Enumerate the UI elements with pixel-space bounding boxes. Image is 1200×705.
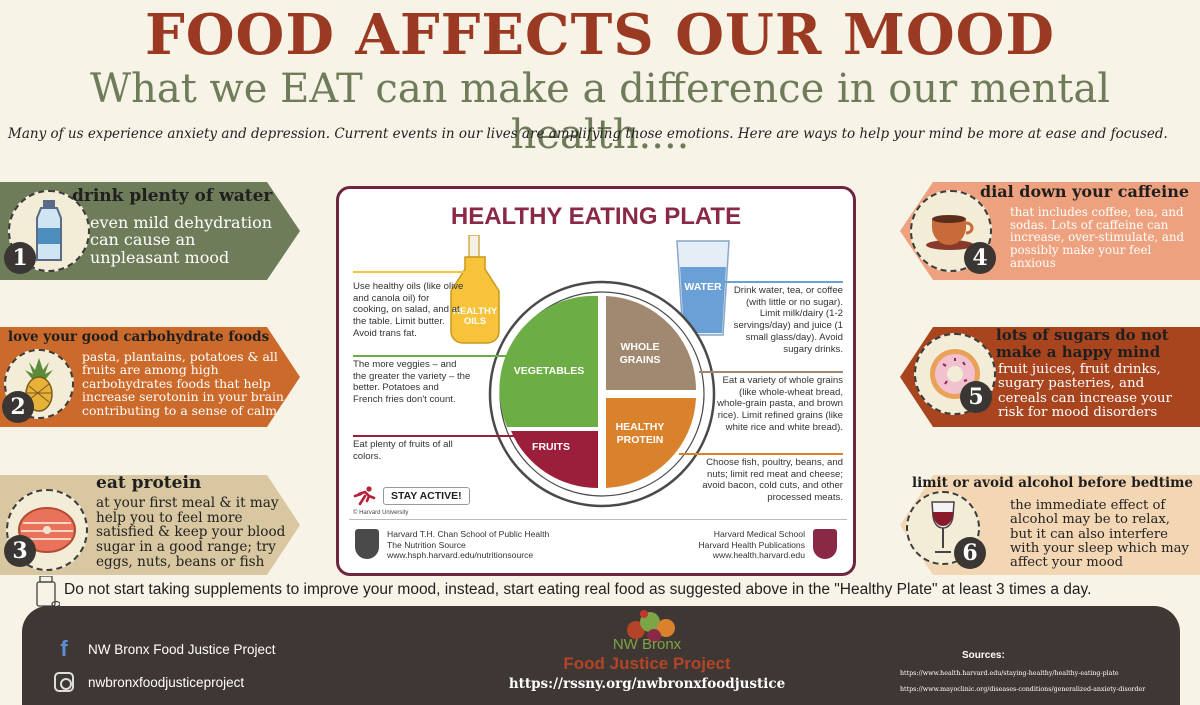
tip-body: at your first meal & it may help you to …: [96, 495, 286, 570]
runner-icon: [353, 486, 376, 506]
harvard-medical-shield-icon: [813, 529, 837, 559]
tip-carbohydrates: 2 love your good carbohydrate foods past…: [0, 327, 300, 427]
instagram-link[interactable]: nwbronxfoodjusticeproject: [54, 672, 244, 692]
facebook-icon: f: [60, 636, 68, 661]
tip-sugars: 5 lots of sugars do not make a happy min…: [900, 326, 1200, 427]
sources-title: Sources:: [962, 650, 1005, 661]
plate-footer-divider: [349, 519, 847, 520]
tip-body: fruit juices, fruit drinks, sugary paste…: [998, 362, 1172, 421]
oils-guidance: Use healthy oils (like olive and canola …: [353, 281, 464, 339]
vegetables-label: VEGETABLES: [513, 365, 585, 377]
plate-whole-grains: [606, 296, 696, 390]
tip-heading: drink plenty of water: [72, 186, 273, 206]
grains-line: [699, 371, 843, 373]
copyright: © Harvard University: [353, 510, 409, 516]
facebook-link[interactable]: f NW Bronx Food Justice Project: [54, 636, 276, 662]
tip-heading: love your good carbohydrate foods: [8, 329, 270, 345]
veggies-line: [353, 355, 513, 357]
tip-alcohol: 6 limit or avoid alcohol before bedtime …: [900, 475, 1200, 575]
protein-guidance: Choose fish, poultry, beans, and nuts; l…: [702, 457, 843, 504]
org-url-link[interactable]: https://rssny.org/nwbronxfoodjustice: [508, 676, 786, 692]
tip-heading: dial down your caffeine: [980, 182, 1190, 201]
tip-body: pasta, plantains, potatoes & all fruits …: [82, 349, 284, 418]
veggies-guidance: The more veggies – and the greater the v…: [353, 359, 471, 406]
instagram-label: nwbronxfoodjusticeproject: [88, 674, 245, 690]
water-guidance: Drink water, tea, or coffee (with little…: [733, 285, 843, 355]
instagram-icon: [54, 672, 74, 692]
plate-healthy-protein: [606, 398, 696, 488]
healthy-eating-plate: HEALTHY EATING PLATE HEALTHY OILS WATER …: [336, 186, 856, 576]
plate-vegetables: [499, 295, 598, 427]
tip-number: 6: [954, 537, 986, 569]
oils-label: HEALTHY OILS: [453, 306, 498, 328]
supplement-note: Do not start taking supplements to impro…: [64, 581, 1092, 598]
plate-circle: [488, 280, 716, 508]
org-name: NW Bronx: [612, 636, 682, 653]
page-subtitle: What we EAT can make a difference in our…: [90, 66, 1110, 158]
tip-water: 1 drink plenty of water even mild dehydr…: [0, 182, 300, 280]
fruits-guidance: Eat plenty of fruits of all colors.: [353, 439, 453, 462]
hsph-line: The Nutrition Source: [387, 539, 466, 550]
footer: f NW Bronx Food Justice Project nwbronxf…: [22, 606, 1180, 705]
water-line: [709, 281, 843, 283]
hsph-credit: Harvard T.H. Chan School of Public Healt…: [355, 529, 549, 561]
supplement-bottle-icon: [36, 576, 60, 608]
hms-line: Harvard Health Publications: [698, 539, 805, 550]
water-label: WATER: [684, 281, 722, 293]
tip-number: 4: [964, 242, 996, 274]
tip-heading: eat protein: [96, 473, 202, 493]
tip-protein: 3 eat protein at your first meal & it ma…: [0, 473, 300, 575]
tip-number: 3: [4, 535, 36, 567]
oils-line: [353, 271, 483, 273]
hms-credit: Harvard Medical School Harvard Health Pu…: [698, 529, 837, 561]
plate-title: HEALTHY EATING PLATE: [450, 203, 742, 230]
tip-body: even mild dehydration can cause an unple…: [90, 213, 273, 267]
source-link[interactable]: https://www.mayoclinic.org/diseases-cond…: [900, 686, 1146, 693]
water-glass-icon: [676, 240, 730, 336]
source-link[interactable]: https://www.health.harvard.edu/staying-h…: [900, 670, 1119, 677]
tip-body: that includes coffee, tea, and sodas. Lo…: [1010, 205, 1185, 270]
fruits-line: [353, 435, 533, 437]
protein-line: [679, 453, 843, 455]
harvard-shield-icon: [355, 529, 379, 559]
stay-active-label: STAY ACTIVE!: [383, 487, 470, 505]
hms-line: Harvard Medical School: [713, 529, 805, 539]
coffee-cup-icon: [910, 190, 992, 272]
hms-line: www.health.harvard.edu: [712, 550, 805, 561]
intro-text: Many of us experience anxiety and depres…: [8, 126, 1168, 142]
oil-bottle-icon: [450, 235, 500, 344]
tip-number: 1: [4, 242, 36, 274]
tip-heading: lots of sugars do not make a happy mind: [996, 326, 1169, 362]
whole-grains-label: WHOLE GRAINS: [619, 341, 661, 366]
facebook-label: NW Bronx Food Justice Project: [88, 641, 276, 657]
org-name-2: Food Justice Project: [563, 654, 731, 673]
tip-number: 2: [2, 391, 34, 423]
grains-guidance: Eat a variety of whole grains (like whol…: [717, 375, 843, 433]
plate-fruits: [511, 431, 598, 489]
tip-heading: limit or avoid alcohol before bedtime: [912, 475, 1193, 491]
hsph-line: Harvard T.H. Chan School of Public Healt…: [387, 529, 550, 539]
tip-body: the immediate effect of alcohol may be t…: [1010, 498, 1189, 570]
fruits-label: FRUITS: [532, 441, 570, 453]
tip-number: 5: [960, 381, 992, 413]
page-title: FOOD AFFECTS OUR MOOD: [145, 2, 1055, 68]
stay-active: STAY ACTIVE!: [353, 486, 470, 506]
hsph-line: www.hsph.harvard.edu/nutritionsource: [387, 550, 534, 561]
protein-label: HEALTHY PROTEIN: [615, 421, 665, 446]
food-justice-logo: [627, 610, 675, 643]
tip-caffeine: 4 dial down your caffeine that includes …: [900, 182, 1200, 280]
